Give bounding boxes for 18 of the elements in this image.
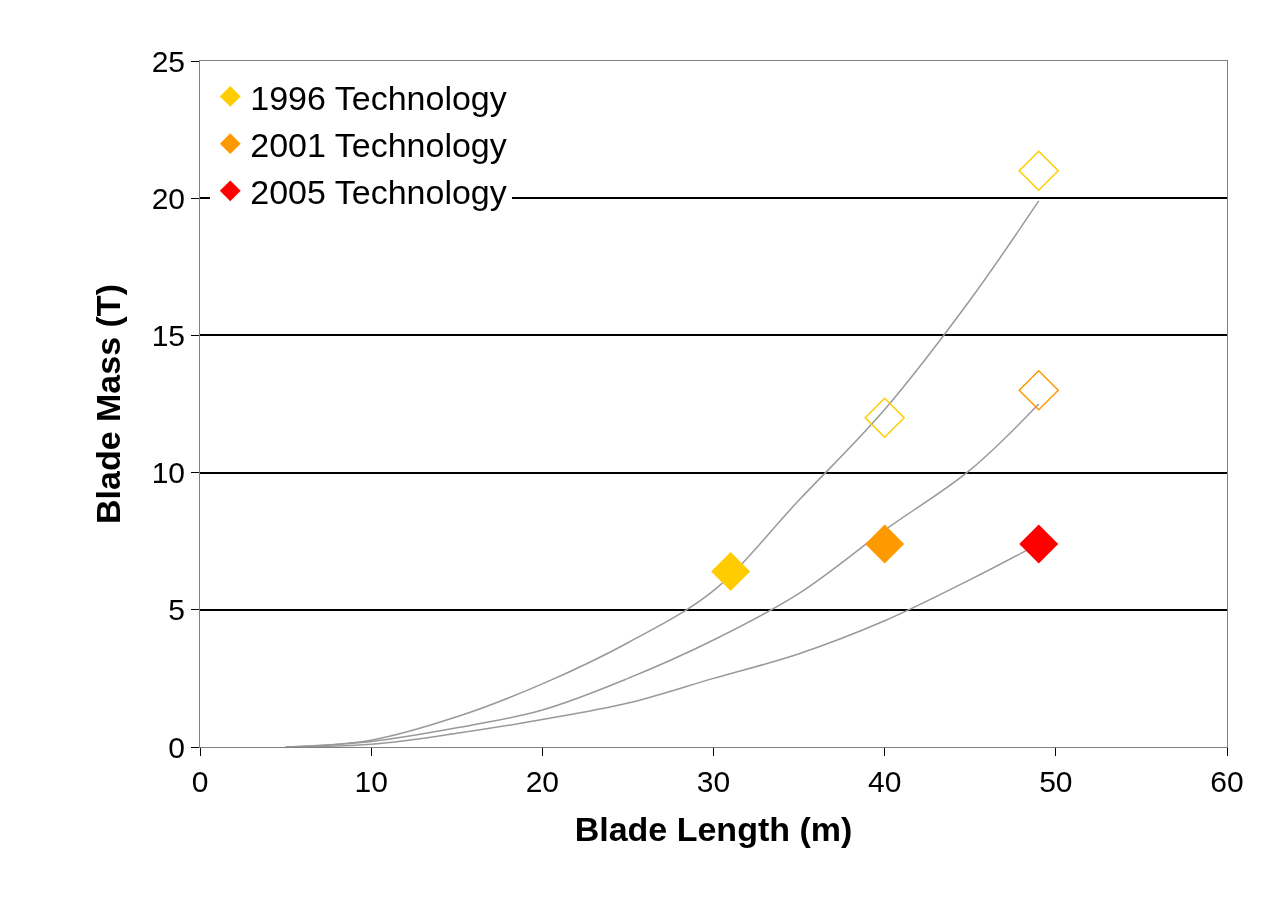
x-tick-label: 10: [354, 765, 388, 798]
x-tick-label: 60: [1210, 765, 1244, 798]
y-tick-label: 20: [151, 181, 185, 215]
x-axis-title: Blade Length (m): [574, 810, 853, 849]
x-tick-label: 20: [525, 765, 560, 798]
y-tick-label: 25: [151, 44, 185, 78]
y-tick-label: 10: [151, 456, 185, 490]
x-tick-label: 50: [1039, 765, 1073, 798]
y-axis-title: Blade Mass (T): [89, 284, 128, 524]
y-tick-label: 5: [168, 593, 185, 627]
y-tick-label: 0: [168, 730, 185, 764]
legend-label: 2005 Technology: [250, 173, 507, 212]
legend-label: 1996 Technology: [250, 78, 507, 117]
x-tick-label: 40: [867, 765, 902, 798]
x-tick-label: 30: [696, 765, 731, 798]
x-tick-label: 0: [191, 765, 209, 798]
legend-label: 2001 Technology: [250, 125, 507, 164]
y-tick-label: 15: [151, 318, 185, 352]
